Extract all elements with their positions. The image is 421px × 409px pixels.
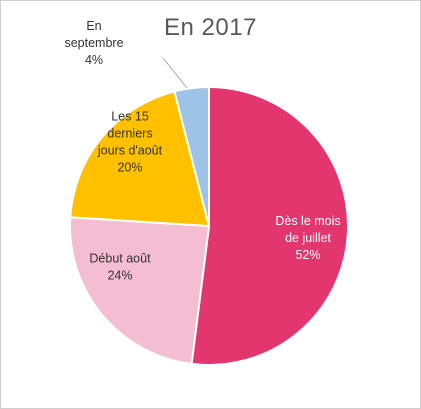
slice-label-line: 24% xyxy=(107,269,132,283)
slice-label-line: Les 15 xyxy=(111,110,149,124)
slice-label-3: En septembre 4% xyxy=(64,19,123,67)
slice-label-0: Dès le mois de juillet 52% xyxy=(275,214,340,262)
slice-label-line: septembre xyxy=(64,36,123,50)
slice-label-line: Début août xyxy=(89,252,151,266)
slice-label-line: derniers xyxy=(107,127,152,141)
pie-slice-2 xyxy=(69,90,211,228)
pie-slice-1 xyxy=(69,216,211,366)
pie-slice-3 xyxy=(173,85,210,227)
slice-label-line: En xyxy=(86,19,101,33)
slice-label-line: 20% xyxy=(117,161,142,175)
slice-label-1: Début août 24% xyxy=(89,252,151,283)
slice-label-line: 52% xyxy=(295,248,320,262)
slice-label-line: de juillet xyxy=(285,231,331,245)
callout-line-3 xyxy=(162,57,188,89)
slice-label-line: Dès le mois xyxy=(275,214,340,228)
pie-slice-0 xyxy=(190,85,349,366)
chart-title: En 2017 xyxy=(164,14,257,41)
slice-label-line: 4% xyxy=(85,53,103,67)
slice-label-line: jours d'août xyxy=(97,144,163,158)
slice-label-2: Les 15 derniers jours d'août 20% xyxy=(97,110,163,175)
